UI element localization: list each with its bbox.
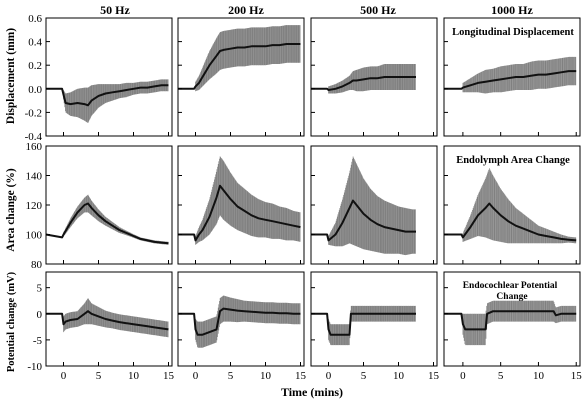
mean-line — [444, 70, 577, 90]
panel-frame — [45, 145, 173, 265]
mean-line — [46, 310, 169, 331]
x-tick-label: 15 — [571, 370, 583, 382]
y-tick-label: 0.2 — [28, 60, 42, 72]
panel-r0-50hz: -0.4 -0.2 0.0 0.2 0.4 0.6 — [25, 13, 173, 143]
panel-r0-1000hz — [443, 17, 581, 137]
x-tick-label: 10 — [128, 370, 140, 382]
annotation-endolymph-area-change: Endolymph Area Change — [456, 155, 570, 166]
x-tick-label: 5 — [96, 370, 102, 382]
x-tick-label: 15 — [428, 370, 440, 382]
x-axis-label: Time (mins) — [281, 385, 343, 399]
x-tick-label: 5 — [361, 370, 367, 382]
y-tick-label: 120 — [26, 200, 43, 212]
x-tick-label: 0 — [326, 370, 332, 382]
row-ylabel-potential-change: Potential change (mV) — [6, 271, 17, 372]
y-tick-label: 0.0 — [28, 84, 42, 96]
panel-frame — [443, 271, 581, 367]
y-tick-label: -5 — [33, 335, 43, 347]
mean-line — [178, 307, 301, 336]
row-ylabel-area-change: Area change (%) — [5, 168, 17, 252]
x-tick-label: 0 — [193, 370, 199, 382]
panel-frame — [310, 271, 438, 367]
error-bars — [462, 300, 577, 346]
x-tick-label: 5 — [498, 370, 504, 382]
mean-line — [178, 43, 301, 90]
y-tick-label: 100 — [26, 230, 43, 242]
x-tick-label: 0 — [460, 370, 466, 382]
x-tick-label: 5 — [228, 370, 234, 382]
panel-frame — [45, 17, 173, 137]
mean-line — [45, 202, 169, 245]
column-title-500hz: 500 Hz — [360, 3, 396, 17]
panel-r1-50hz: 80 100 120 140 160 — [26, 141, 173, 271]
mean-line — [311, 312, 416, 336]
column-title-1000hz: 1000 Hz — [491, 3, 533, 17]
x-tick-label: 0 — [61, 370, 67, 382]
mean-line — [444, 310, 577, 331]
y-tick-label: 0.6 — [28, 13, 42, 25]
x-tick-label: 10 — [260, 370, 272, 382]
y-tick-label: 80 — [31, 259, 43, 271]
error-bars — [462, 168, 577, 244]
y-tick-label: 140 — [26, 171, 43, 183]
panel-frame — [45, 271, 173, 367]
y-tick-label: 0.4 — [28, 37, 42, 49]
panel-frame — [177, 271, 305, 367]
panel-r0-200hz — [177, 17, 305, 137]
error-bars — [195, 156, 301, 245]
panel-r2-1000hz: 0 5 10 15 — [443, 271, 583, 382]
y-tick-label: -10 — [27, 361, 42, 373]
column-title-50hz: 50 Hz — [100, 3, 130, 17]
panel-r1-500hz — [310, 145, 438, 265]
y-tick-label: 160 — [26, 141, 43, 153]
x-tick-label: 15 — [163, 370, 175, 382]
panel-r1-200hz — [177, 145, 305, 265]
row-ylabel-displacement: Displacement (mm) — [5, 28, 17, 124]
annotation-endocochlear-potential-line1: Endocochlear Potential — [463, 281, 558, 291]
panel-r2-200hz: 0 5 10 15 — [177, 271, 307, 382]
panel-r2-500hz: 0 5 10 15 — [310, 271, 440, 382]
mean-line — [311, 76, 416, 91]
mean-line — [311, 199, 416, 242]
error-bars — [328, 305, 416, 346]
panel-frame — [177, 17, 305, 137]
y-tick-label: -0.4 — [25, 131, 43, 143]
mean-line — [178, 184, 301, 242]
y-tick-label: 0 — [37, 309, 43, 321]
panel-frame — [443, 17, 581, 137]
mean-line — [46, 84, 169, 107]
panel-r0-500hz — [310, 17, 438, 137]
annotation-endocochlear-potential-line2: Change — [496, 292, 527, 302]
x-tick-label: 10 — [393, 370, 405, 382]
y-tick-label: -0.2 — [25, 107, 42, 119]
x-tick-label: 10 — [533, 370, 545, 382]
error-bars — [462, 56, 577, 94]
error-bars — [328, 156, 416, 256]
error-bars — [63, 194, 169, 245]
panel-r2-50hz: 0 5 10 15 -10 -5 0 5 — [27, 271, 175, 382]
error-bars — [195, 25, 301, 92]
y-tick-label: 5 — [37, 283, 43, 295]
column-title-200hz: 200 Hz — [228, 3, 264, 17]
annotation-longitudinal-displacement: Longitudinal Displacement — [452, 27, 574, 38]
error-bars — [195, 295, 301, 348]
panel-r1-1000hz — [443, 145, 581, 265]
mean-line — [444, 202, 577, 242]
panel-frame — [310, 17, 438, 137]
x-tick-label: 15 — [295, 370, 307, 382]
